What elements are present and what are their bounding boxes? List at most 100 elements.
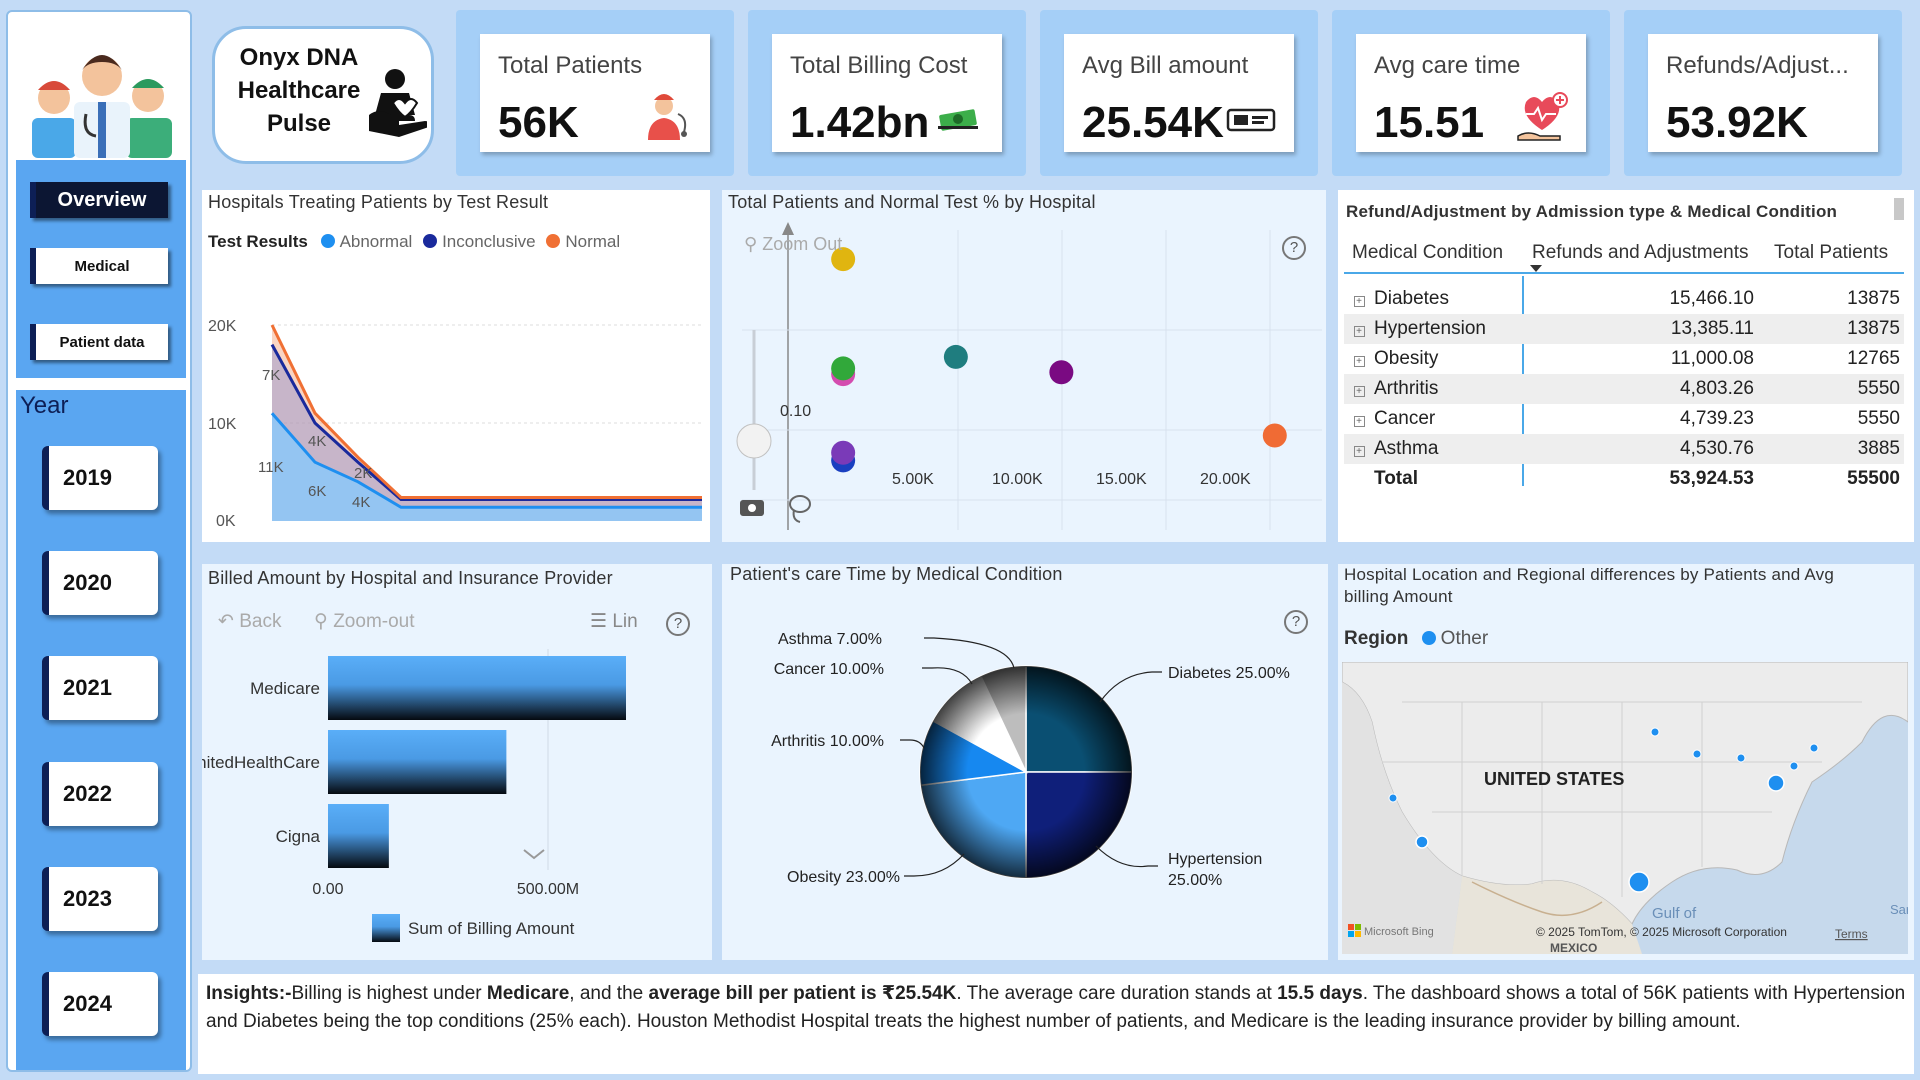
pan-icon[interactable] — [740, 500, 764, 516]
help-icon[interactable]: ? — [1284, 610, 1308, 634]
legend-item-inconclusive[interactable]: Inconclusive — [423, 232, 536, 251]
nav-patient-data-button[interactable]: Patient data — [30, 324, 168, 360]
expand-icon[interactable]: + — [1353, 386, 1365, 397]
insights-label: Insights:- — [206, 983, 292, 1004]
line-abnormal[interactable] — [270, 412, 702, 509]
zoom-slider-handle[interactable] — [736, 423, 772, 459]
year-button-2020[interactable]: 2020 — [42, 551, 158, 615]
expand-icon[interactable]: + — [1353, 416, 1365, 427]
map-bubble[interactable] — [1628, 871, 1650, 893]
bar[interactable] — [328, 804, 389, 868]
dashboard-title: Onyx DNA Healthcare Pulse — [229, 41, 369, 140]
line-chart-panel: Hospitals Treating Patients by Test Resu… — [202, 190, 710, 542]
scatter-point[interactable] — [831, 356, 856, 381]
pie-leader-lines — [900, 637, 1162, 877]
map-title-line-1: Hospital Location and Regional differenc… — [1344, 565, 1834, 584]
kpi-card-refunds: Refunds/Adjust... 53.92K — [1624, 10, 1902, 176]
insights-text-part: Billing is highest under — [291, 983, 487, 1004]
data-label: 2K — [354, 465, 372, 482]
table-row[interactable]: + Asthma 4,530.76 3885 — [1344, 434, 1904, 464]
year-button-2021[interactable]: 2021 — [42, 656, 158, 720]
patient-care-icon — [369, 69, 427, 137]
scatter-point[interactable] — [1262, 423, 1287, 448]
insights-text-part: . The dashboard shows a total of 56K pat… — [206, 983, 1906, 1032]
cell-patients: 5550 — [1857, 408, 1900, 429]
slice-label-arthritis: Arthritis 10.00% — [771, 733, 884, 750]
year-button-2023[interactable]: 2023 — [42, 867, 158, 931]
expand-icon[interactable]: + — [1353, 446, 1365, 457]
lasso-icon[interactable] — [789, 495, 811, 523]
cell-refunds: 11,000.08 — [1670, 348, 1754, 369]
chevron-down-icon[interactable] — [523, 849, 545, 860]
column-divider — [1522, 276, 1524, 486]
cell-refunds: 4,803.26 — [1680, 378, 1754, 399]
year-button-2022[interactable]: 2022 — [42, 762, 158, 826]
map-bubble[interactable] — [1809, 743, 1819, 753]
kpi-card-inner: Total Patients 56K — [480, 34, 710, 152]
lin-button[interactable]: ☰ Lin — [590, 610, 638, 633]
heart-hand-icon — [1517, 92, 1568, 141]
map-legend-item[interactable]: Other — [1421, 628, 1488, 649]
scatter-point[interactable] — [831, 440, 856, 465]
year-button-2024[interactable]: 2024 — [42, 972, 158, 1036]
map-bubble[interactable] — [1388, 793, 1398, 803]
scatter-point[interactable] — [943, 344, 968, 369]
line-inconclusive[interactable] — [270, 343, 702, 501]
map-bubble[interactable] — [1767, 774, 1785, 792]
insights-text-part: , and the — [569, 983, 649, 1004]
table-row[interactable]: + Arthritis 4,803.26 5550 — [1344, 374, 1904, 404]
expand-icon[interactable]: + — [1353, 356, 1365, 367]
data-label: 7K — [262, 367, 280, 384]
insights-highlight: Medicare — [486, 983, 570, 1004]
scatter-point[interactable] — [831, 247, 856, 272]
legend-label: Sum of Billing Amount — [408, 919, 575, 938]
table-scrollbar[interactable] — [1894, 198, 1904, 220]
bar-chart-panel: Billed Amount by Hospital and Insurance … — [202, 564, 712, 960]
table-row[interactable]: + Obesity 11,000.08 12765 — [1344, 344, 1904, 374]
legend-item-normal[interactable]: Normal — [546, 232, 620, 251]
map-mexico-label: MEXICO — [1550, 941, 1597, 954]
help-icon[interactable]: ? — [666, 612, 690, 636]
kpi-card-inner: Total Billing Cost 1.42bn — [772, 34, 1002, 152]
nav-overview-button[interactable]: Overview — [30, 182, 168, 218]
zoom-out-button[interactable]: ⚲ Zoom-out — [314, 610, 415, 633]
col-header-refunds[interactable]: Refunds and Adjustments — [1532, 242, 1749, 263]
map-canvas[interactable]: UNITED STATES Gulf of MEXICO Sar Microso… — [1342, 662, 1908, 954]
magnifier-icon: ⚲ — [314, 611, 328, 632]
col-header-condition[interactable]: Medical Condition — [1352, 242, 1504, 263]
help-icon[interactable]: ? — [1282, 236, 1306, 260]
insights-text-part: . The average care duration stands at — [956, 983, 1278, 1004]
map-terms-link[interactable]: Terms — [1835, 927, 1868, 941]
table-row[interactable]: + Hypertension 13,385.11 13875 — [1344, 314, 1904, 344]
refund-table: + Diabetes 15,466.10 13875 + Hypertension 13,3… — [1344, 284, 1904, 494]
map-bubble[interactable] — [1650, 727, 1660, 737]
back-button[interactable]: ↶ Back — [218, 610, 281, 633]
map-bubble[interactable] — [1692, 749, 1702, 759]
scatter-point[interactable] — [1049, 360, 1074, 385]
col-header-patients[interactable]: Total Patients — [1774, 242, 1889, 263]
table-total-row: Total 53,924.53 55500 — [1344, 464, 1904, 494]
cell-patients: 13875 — [1847, 288, 1900, 309]
cell-condition: Cancer — [1374, 408, 1436, 429]
bar[interactable] — [328, 656, 626, 720]
year-button-2019[interactable]: 2019 — [42, 446, 158, 510]
kpi-value: 25.54K — [1082, 98, 1224, 147]
expand-icon[interactable]: + — [1353, 326, 1365, 337]
map-bubble[interactable] — [1415, 835, 1429, 849]
map-bubble[interactable] — [1736, 753, 1746, 763]
expand-icon[interactable]: + — [1353, 296, 1365, 307]
table-row[interactable]: + Cancer 4,739.23 5550 — [1344, 404, 1904, 434]
legend-label: Abnormal — [339, 232, 413, 251]
dashboard-title-card: Onyx DNA Healthcare Pulse — [212, 26, 434, 164]
cell-condition: Diabetes — [1374, 288, 1449, 309]
legend-item-abnormal[interactable]: Abnormal — [320, 232, 413, 251]
table-row[interactable]: + Diabetes 15,466.10 13875 — [1344, 284, 1904, 314]
nav-medical-button[interactable]: Medical — [30, 248, 168, 284]
zoom-out-button[interactable]: ⚲ Zoom Out — [744, 234, 842, 255]
map-bubble[interactable] — [1789, 761, 1799, 771]
kpi-card-avg-bill: Avg Bill amount 25.54K — [1040, 10, 1318, 176]
line-normal[interactable] — [270, 324, 702, 499]
pie-chart-svg: Diabetes 25.00% Hypertension 25.00% Obesi… — [771, 631, 1290, 889]
bar[interactable] — [328, 730, 507, 794]
cell-refunds: 4,530.76 — [1680, 438, 1754, 459]
